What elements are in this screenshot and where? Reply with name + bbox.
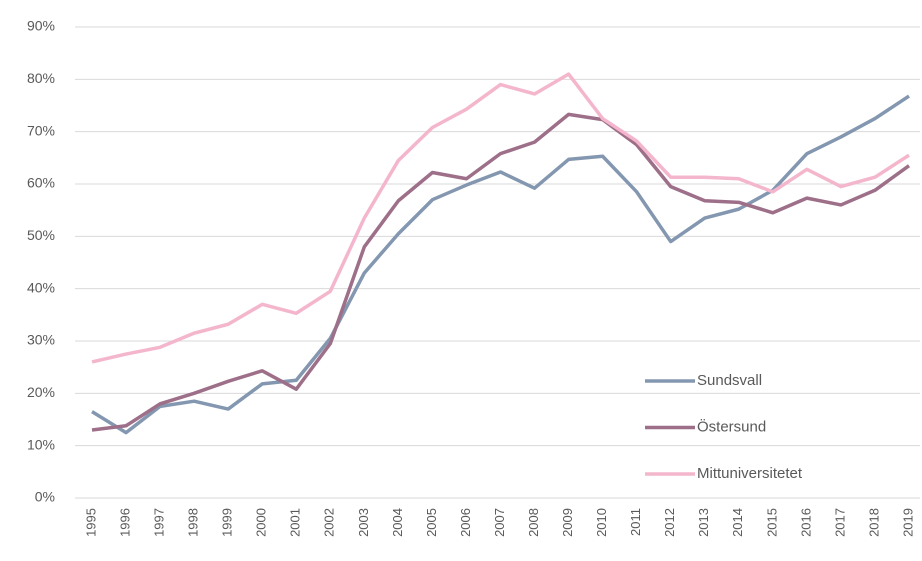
x-tick-label: 2012 [662,508,677,537]
x-tick-label: 2011 [628,508,643,536]
x-tick-label: 2014 [730,508,745,537]
line [91,94,910,435]
line [91,72,910,364]
x-tick-label: 2005 [424,508,439,537]
x-tick-label: 2018 [866,508,881,537]
x-tick-label: 2015 [764,508,779,537]
x-tick-label: 1995 [83,508,98,537]
y-tick-label: 70% [27,122,55,138]
x-tick-label: 1997 [152,508,167,537]
x-tick-label: 2003 [356,508,371,537]
x-tick-label: 2002 [322,508,337,537]
y-tick-label: 60% [27,175,55,191]
legend-label: Mittuniversitetet [697,465,803,482]
x-tick-label: 2010 [594,508,609,537]
y-tick-label: 30% [27,332,55,348]
x-tick-label: 2000 [254,508,269,537]
x-tick-label: 2004 [390,508,405,537]
x-tick-label: 1999 [220,508,235,537]
y-tick-label: 90% [27,18,55,34]
x-tick-label: 2009 [560,508,575,537]
line [91,112,911,432]
x-tick-label: 1996 [117,508,132,537]
x-tick-label: 2013 [696,508,711,537]
y-tick-label: 80% [27,70,55,86]
legend-label: Sundsvall [697,372,762,389]
x-tick-label: 2001 [288,508,303,537]
x-tick-label: 2006 [458,508,473,537]
x-tick-label: 2019 [900,508,915,537]
legend-label: Östersund [697,417,766,435]
y-tick-label: 40% [27,279,55,295]
x-tick-label: 1998 [186,508,201,537]
x-tick-label: 2017 [832,508,847,537]
x-tick-label: 2016 [798,508,813,537]
x-tick-label: 2007 [492,508,507,537]
y-tick-label: 10% [27,436,55,452]
y-tick-label: 50% [27,227,55,243]
y-tick-label: 0% [35,489,55,505]
y-tick-label: 20% [27,384,55,400]
x-tick-label: 2008 [526,508,541,537]
